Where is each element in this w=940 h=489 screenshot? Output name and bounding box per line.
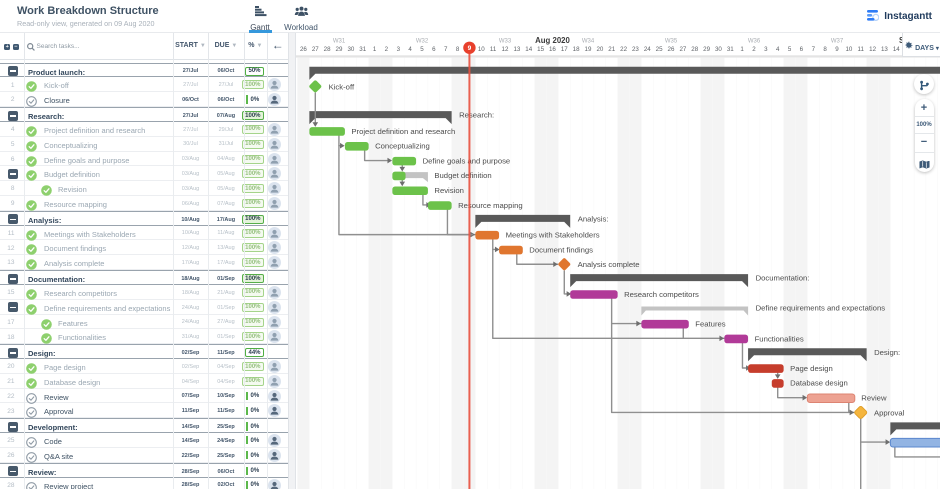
svg-text:Revision: Revision [434,186,463,195]
svg-text:2: 2 [752,46,756,53]
svg-text:29: 29 [703,46,710,53]
svg-text:Analysis complete: Analysis complete [578,260,640,269]
svg-text:Database design: Database design [790,379,848,388]
svg-text:25: 25 [656,46,663,53]
svg-text:Research:: Research: [459,111,494,120]
svg-text:7: 7 [812,46,816,53]
svg-text:13: 13 [881,46,888,53]
svg-text:10: 10 [845,46,852,53]
svg-text:21: 21 [608,46,615,53]
svg-text:W37: W37 [831,39,844,45]
svg-text:14: 14 [525,46,532,53]
svg-text:28: 28 [691,46,698,53]
svg-text:Documentation:: Documentation: [756,274,810,283]
svg-text:27: 27 [312,46,319,53]
svg-text:3: 3 [397,46,401,53]
svg-text:Define goals and purpose: Define goals and purpose [423,156,511,165]
svg-text:30: 30 [715,46,722,53]
svg-text:12: 12 [869,46,876,53]
svg-text:Functionalities: Functionalities [755,334,804,343]
svg-text:W33: W33 [499,39,512,45]
svg-text:12: 12 [502,46,509,53]
svg-text:22: 22 [620,46,627,53]
svg-text:30: 30 [347,46,354,53]
svg-text:18: 18 [573,46,580,53]
svg-text:26: 26 [300,46,307,53]
svg-text:16: 16 [549,46,556,53]
svg-text:15: 15 [537,46,544,53]
svg-text:9: 9 [468,45,472,52]
svg-text:5: 5 [420,46,424,53]
svg-text:14: 14 [893,46,900,53]
svg-text:13: 13 [513,46,520,53]
svg-text:7: 7 [444,46,448,53]
svg-text:6: 6 [432,46,436,53]
svg-text:Analysis:: Analysis: [578,214,609,223]
svg-text:3: 3 [764,46,768,53]
svg-text:Budget definition: Budget definition [434,171,491,180]
svg-text:24: 24 [644,46,651,53]
svg-text:31: 31 [359,46,366,53]
svg-text:9: 9 [835,46,839,53]
svg-text:Aug 2020: Aug 2020 [535,36,570,45]
svg-text:6: 6 [800,46,804,53]
svg-text:11: 11 [857,46,864,53]
svg-text:1: 1 [373,46,377,53]
svg-text:Features: Features [695,319,725,328]
svg-text:1: 1 [740,46,744,53]
svg-text:4: 4 [408,46,412,53]
svg-text:Design:: Design: [874,348,900,357]
svg-text:29: 29 [336,46,343,53]
svg-text:Meetings with Stakeholders: Meetings with Stakeholders [506,231,600,240]
svg-text:11: 11 [490,46,497,53]
svg-text:Resource mapping: Resource mapping [458,201,523,210]
svg-text:Page design: Page design [790,364,833,373]
svg-text:W36: W36 [748,39,761,45]
svg-text:W35: W35 [665,39,678,45]
svg-text:Project definition and researc: Project definition and research [351,127,455,136]
svg-text:26: 26 [668,46,675,53]
svg-text:W34: W34 [582,39,595,45]
svg-text:Document findings: Document findings [529,245,593,254]
svg-text:10: 10 [478,46,485,53]
svg-text:W31: W31 [333,39,346,45]
svg-text:27: 27 [679,46,686,53]
svg-text:5: 5 [788,46,792,53]
svg-text:4: 4 [776,46,780,53]
svg-text:Review: Review [861,394,887,403]
svg-text:8: 8 [823,46,827,53]
svg-text:Research competitors: Research competitors [624,290,699,299]
svg-text:Define requirements and expect: Define requirements and expectations [756,303,886,312]
svg-text:8: 8 [456,46,460,53]
svg-text:28: 28 [324,46,331,53]
svg-text:31: 31 [727,46,734,53]
svg-text:2: 2 [385,46,389,53]
svg-text:20: 20 [596,46,603,53]
svg-text:Kick-off: Kick-off [329,82,355,91]
svg-text:Conceptualizing: Conceptualizing [375,142,430,151]
svg-text:17: 17 [561,46,568,53]
svg-text:19: 19 [585,46,592,53]
svg-text:23: 23 [632,46,639,53]
svg-text:Approval: Approval [874,408,905,417]
svg-text:W32: W32 [416,39,429,45]
